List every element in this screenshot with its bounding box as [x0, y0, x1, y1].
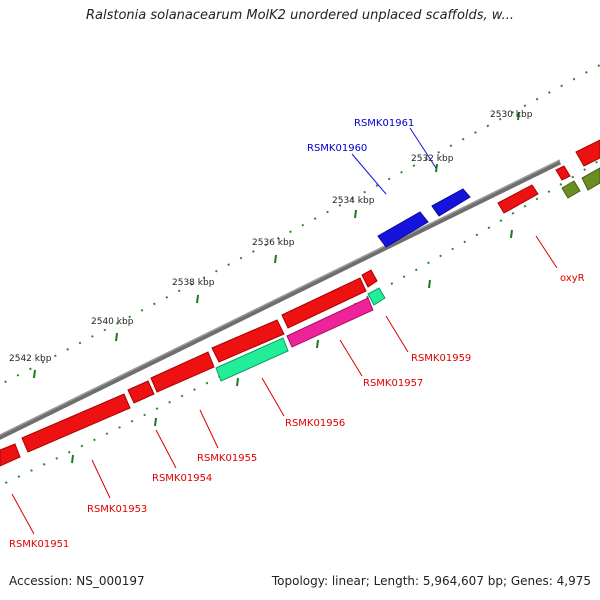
- scale-label-2540: 2540 kbp: [91, 317, 134, 327]
- gene-RSMK01961[interactable]: [431, 188, 471, 217]
- gene-olive-1[interactable]: [561, 180, 581, 199]
- inner-scale-ring: [0, 159, 600, 487]
- gene-label-RSMK01959[interactable]: RSMK01959: [411, 353, 471, 364]
- genome-backbone: [0, 159, 562, 440]
- scale-labels: 2530 kbp 2532 kbp 2534 kbp 2536 kbp 2538…: [9, 110, 533, 364]
- gene-label-RSMK01960[interactable]: RSMK01960: [307, 143, 367, 154]
- inner-major-ticks: [71, 229, 513, 464]
- scale-label-2532: 2532 kbp: [411, 154, 454, 164]
- gene-red-c[interactable]: [150, 351, 215, 393]
- gene-label-RSMK01956[interactable]: RSMK01956: [285, 418, 345, 429]
- genome-summary-text: Topology: linear; Length: 5,964,607 bp; …: [271, 574, 591, 588]
- gene-green-small[interactable]: [367, 287, 386, 306]
- scale-label-2536: 2536 kbp: [252, 238, 295, 248]
- gene-RSMK01960[interactable]: [377, 211, 429, 248]
- outer-major-ticks: [33, 111, 520, 379]
- gene-red-a[interactable]: [281, 277, 367, 329]
- gene-magenta-RSMK01957[interactable]: [286, 297, 374, 348]
- gene-red-d[interactable]: [127, 380, 155, 404]
- gene-oxyR[interactable]: [497, 184, 539, 214]
- scale-label-2530: 2530 kbp: [490, 110, 533, 120]
- gene-label-RSMK01951[interactable]: RSMK01951: [9, 539, 69, 550]
- gene-red-b[interactable]: [211, 319, 285, 363]
- gene-label-RSMK01961[interactable]: RSMK01961: [354, 118, 414, 129]
- gene-red-e[interactable]: [21, 393, 131, 453]
- gene-label-RSMK01954[interactable]: RSMK01954: [152, 473, 212, 484]
- map-title: Ralstonia solanacearum MolK2 unordered u…: [85, 8, 514, 23]
- gene-label-RSMK01957[interactable]: RSMK01957: [363, 378, 423, 389]
- scale-label-2538: 2538 kbp: [172, 278, 215, 288]
- gene-RSMK01959-small[interactable]: [361, 269, 378, 288]
- gene-label-RSMK01955[interactable]: RSMK01955: [197, 453, 257, 464]
- scale-label-2534: 2534 kbp: [332, 196, 375, 206]
- label-leaders: [11, 127, 558, 535]
- gene-labels: RSMK01961 RSMK01960 oxyR RSMK01959 RSMK0…: [9, 118, 585, 550]
- gene-olive-2[interactable]: [581, 167, 600, 191]
- gene-label-oxyR[interactable]: oxyR: [560, 273, 585, 284]
- scale-label-2542: 2542 kbp: [9, 354, 52, 364]
- gene-green-RSMK01956[interactable]: [215, 337, 289, 382]
- gene-red-small-right[interactable]: [555, 165, 571, 181]
- gene-red-right-edge[interactable]: [575, 139, 600, 167]
- accession-text: Accession: NS_000197: [9, 574, 145, 588]
- gene-label-RSMK01953[interactable]: RSMK01953: [87, 504, 147, 515]
- gene-red-f[interactable]: [0, 443, 21, 467]
